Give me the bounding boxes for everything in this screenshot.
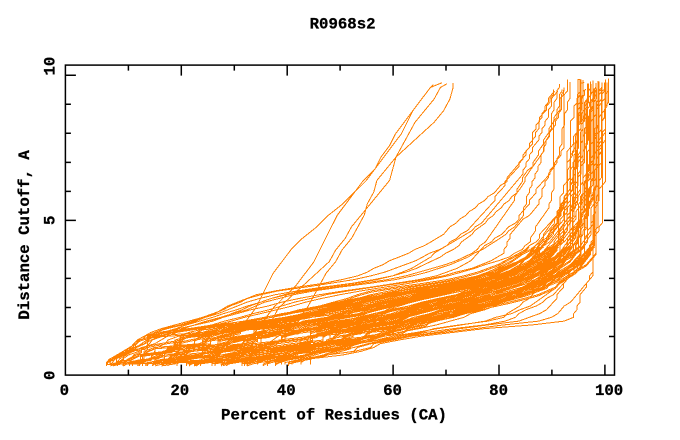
svg-text:40: 40 — [277, 382, 296, 400]
svg-text:100: 100 — [595, 382, 623, 400]
svg-text:Distance Cutoff, A: Distance Cutoff, A — [16, 150, 34, 320]
svg-text:60: 60 — [383, 382, 402, 400]
svg-text:5: 5 — [42, 216, 60, 225]
svg-text:80: 80 — [489, 382, 508, 400]
svg-text:0: 0 — [60, 382, 69, 400]
svg-text:10: 10 — [42, 57, 60, 76]
svg-text:0: 0 — [42, 371, 60, 380]
svg-text:R0968s2: R0968s2 — [310, 16, 376, 34]
svg-text:Percent of Residues (CA): Percent of Residues (CA) — [221, 406, 447, 424]
svg-text:20: 20 — [170, 382, 189, 400]
